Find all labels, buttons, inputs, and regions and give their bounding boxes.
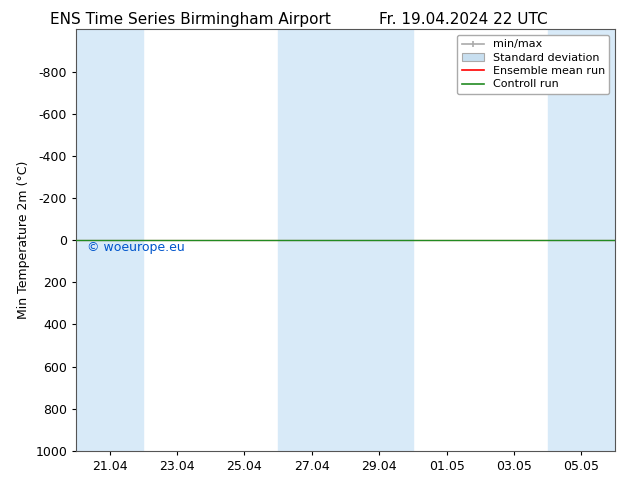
Y-axis label: Min Temperature 2m (°C): Min Temperature 2m (°C) — [16, 161, 30, 319]
Bar — [76, 29, 143, 451]
Bar — [548, 29, 615, 451]
Text: ENS Time Series Birmingham Airport: ENS Time Series Birmingham Airport — [49, 12, 331, 27]
Bar — [278, 29, 413, 451]
Text: Fr. 19.04.2024 22 UTC: Fr. 19.04.2024 22 UTC — [378, 12, 547, 27]
Legend: min/max, Standard deviation, Ensemble mean run, Controll run: min/max, Standard deviation, Ensemble me… — [457, 35, 609, 94]
Text: © woeurope.eu: © woeurope.eu — [87, 242, 184, 254]
